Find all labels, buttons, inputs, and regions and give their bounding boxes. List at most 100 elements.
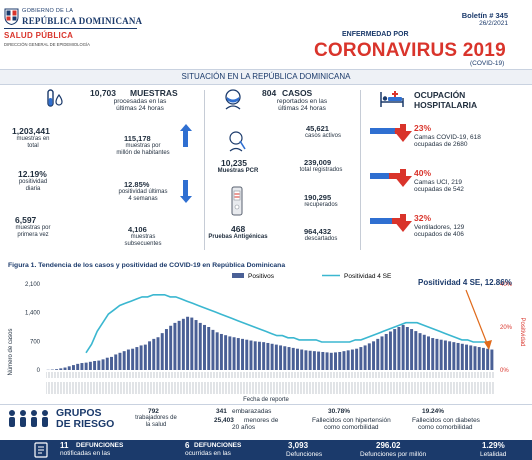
- bar-positivos: [190, 317, 194, 370]
- letalidad-value: 1.29%: [482, 441, 505, 450]
- legend-label-positividad: Positividad 4 SE: [344, 273, 392, 280]
- bar-positivos: [359, 347, 363, 370]
- occupancy-label-2: ocupadas de 2680: [414, 141, 468, 148]
- bar-positivos: [93, 360, 97, 370]
- subsecuentes-label-2: subsecuentes: [124, 241, 162, 247]
- occupancy-label-2: ocupados de 406: [414, 231, 464, 238]
- bar-positivos: [207, 327, 211, 370]
- def1-label-2: notificadas en las: [60, 450, 111, 457]
- up-arrow-icon: [179, 124, 192, 131]
- bar-positivos: [84, 362, 88, 370]
- bar-positivos: [253, 341, 257, 370]
- ministry-name: SALUD PÚBLICA: [4, 31, 74, 40]
- hipertension-value: 30.78%: [328, 408, 351, 415]
- diabetes-value: 19.24%: [422, 408, 445, 415]
- bar-positivos: [232, 337, 236, 370]
- bar-positivos: [304, 350, 308, 370]
- casos-title: CASOS: [282, 88, 313, 98]
- column-divider-2: [360, 90, 361, 250]
- bar-positivos: [363, 345, 367, 370]
- total-registrados-label: total registrados: [299, 167, 343, 173]
- menores-label-1: menores de: [244, 417, 279, 424]
- bar-positivos: [215, 332, 219, 370]
- muestras-title: MUESTRAS: [130, 88, 178, 98]
- hospital-bed-icon: [380, 91, 404, 107]
- bar-positivos: [97, 360, 101, 370]
- trabajadores-label-2: la salud: [145, 422, 167, 428]
- bar-positivos: [401, 324, 405, 370]
- bulletin-date: 26/2/2021: [479, 20, 508, 27]
- muestras-count: 10,703: [90, 88, 116, 98]
- header-divider: [4, 28, 137, 29]
- descartados-value: 964,432: [304, 227, 332, 236]
- diabetes-label-1: Fallecidos con diabetes: [412, 417, 480, 424]
- casos-count: 804: [262, 88, 277, 98]
- people-group-icon: [9, 410, 48, 427]
- occupancy-percent: 32%: [414, 213, 432, 223]
- muestras-total-label-1: muestras en: [16, 136, 50, 142]
- y-tick-label: 2,100: [25, 282, 41, 288]
- trabajadores-label-1: trabajadores de: [135, 415, 177, 421]
- bar-positivos: [203, 324, 206, 370]
- bar-positivos: [460, 343, 464, 370]
- primera-vez-value: 6,597: [15, 215, 37, 225]
- bar-positivos: [477, 347, 481, 370]
- tasa-value: 296.02: [376, 441, 401, 450]
- bar-positivos: [148, 341, 152, 370]
- annotation-arrowhead: [484, 340, 492, 350]
- bar-positivos: [481, 347, 485, 370]
- def-total-value: 3,093: [288, 441, 309, 450]
- def1-label-1: DEFUNCIONES: [76, 442, 124, 449]
- bar-positivos: [270, 343, 274, 370]
- bar-positivos: [410, 329, 414, 370]
- bar-positivos: [427, 336, 430, 370]
- bar-positivos: [465, 344, 469, 370]
- hipertension-label-1: Fallecidos con hipertensión: [312, 417, 391, 424]
- bulletin-number: Boletín # 345: [461, 11, 508, 20]
- ocupacion-title-1: OCUPACIÓN: [414, 90, 466, 100]
- bar-positivos: [448, 341, 452, 370]
- bar-positivos: [431, 338, 435, 370]
- occupancy-label-1: Ventiladores, 129: [414, 224, 465, 231]
- masked-person-icon: [225, 89, 241, 110]
- bar-positivos: [173, 322, 177, 370]
- def-total-label: Defunciones: [286, 451, 323, 458]
- directorate-name: DIRECCIÓN GENERAL DE EPIDEMIOLOGÍA: [4, 42, 90, 47]
- bar-positivos: [88, 361, 92, 370]
- red-arrow-shaft: [400, 124, 406, 131]
- bar-positivos: [346, 350, 350, 370]
- red-arrow-shaft: [400, 214, 406, 221]
- government-line-1: GOBIERNO DE LA: [22, 8, 74, 14]
- government-line-2: REPÚBLICA DOMINICANA: [22, 16, 143, 26]
- bar-positivos: [283, 346, 287, 370]
- bar-positivos: [257, 341, 261, 370]
- bar-positivos: [300, 349, 304, 370]
- bar-positivos: [414, 331, 418, 370]
- bar-positivos: [342, 351, 346, 370]
- legend-label-positivos: Positivos: [248, 273, 275, 280]
- bar-positivos: [312, 351, 316, 370]
- pos4-label-2: 4 semanas: [128, 196, 158, 202]
- bar-positivos: [156, 337, 160, 370]
- bar-positivos: [338, 351, 342, 370]
- subsecuentes-value: 4,106: [128, 225, 147, 234]
- y-tick-label: 0: [37, 368, 41, 374]
- situation-title: SITUACIÓN EN LA REPÚBLICA DOMINICANA: [181, 72, 351, 81]
- bar-positivos: [55, 369, 59, 370]
- bar-positivos: [308, 350, 312, 370]
- embarazadas-label: embarazadas: [232, 408, 272, 415]
- bar-positivos: [291, 347, 295, 370]
- muestras-total-value: 1,203,441: [12, 126, 50, 136]
- bar-positivos: [456, 342, 460, 370]
- bar-positivos: [321, 351, 325, 370]
- bar-positivos: [164, 329, 168, 370]
- deaths-footer: [0, 440, 532, 460]
- bar-positivos: [397, 327, 401, 370]
- positivity-annotation: Positividad 4 SE, 12.86%: [418, 278, 512, 287]
- recuperados-value: 190,295: [304, 193, 332, 202]
- bar-positivos: [110, 356, 113, 370]
- bar-positivos: [169, 325, 173, 370]
- y2-axis-title: Positividad: [519, 317, 525, 346]
- trabajadores-value: 792: [148, 408, 159, 415]
- bar-positivos: [76, 363, 80, 370]
